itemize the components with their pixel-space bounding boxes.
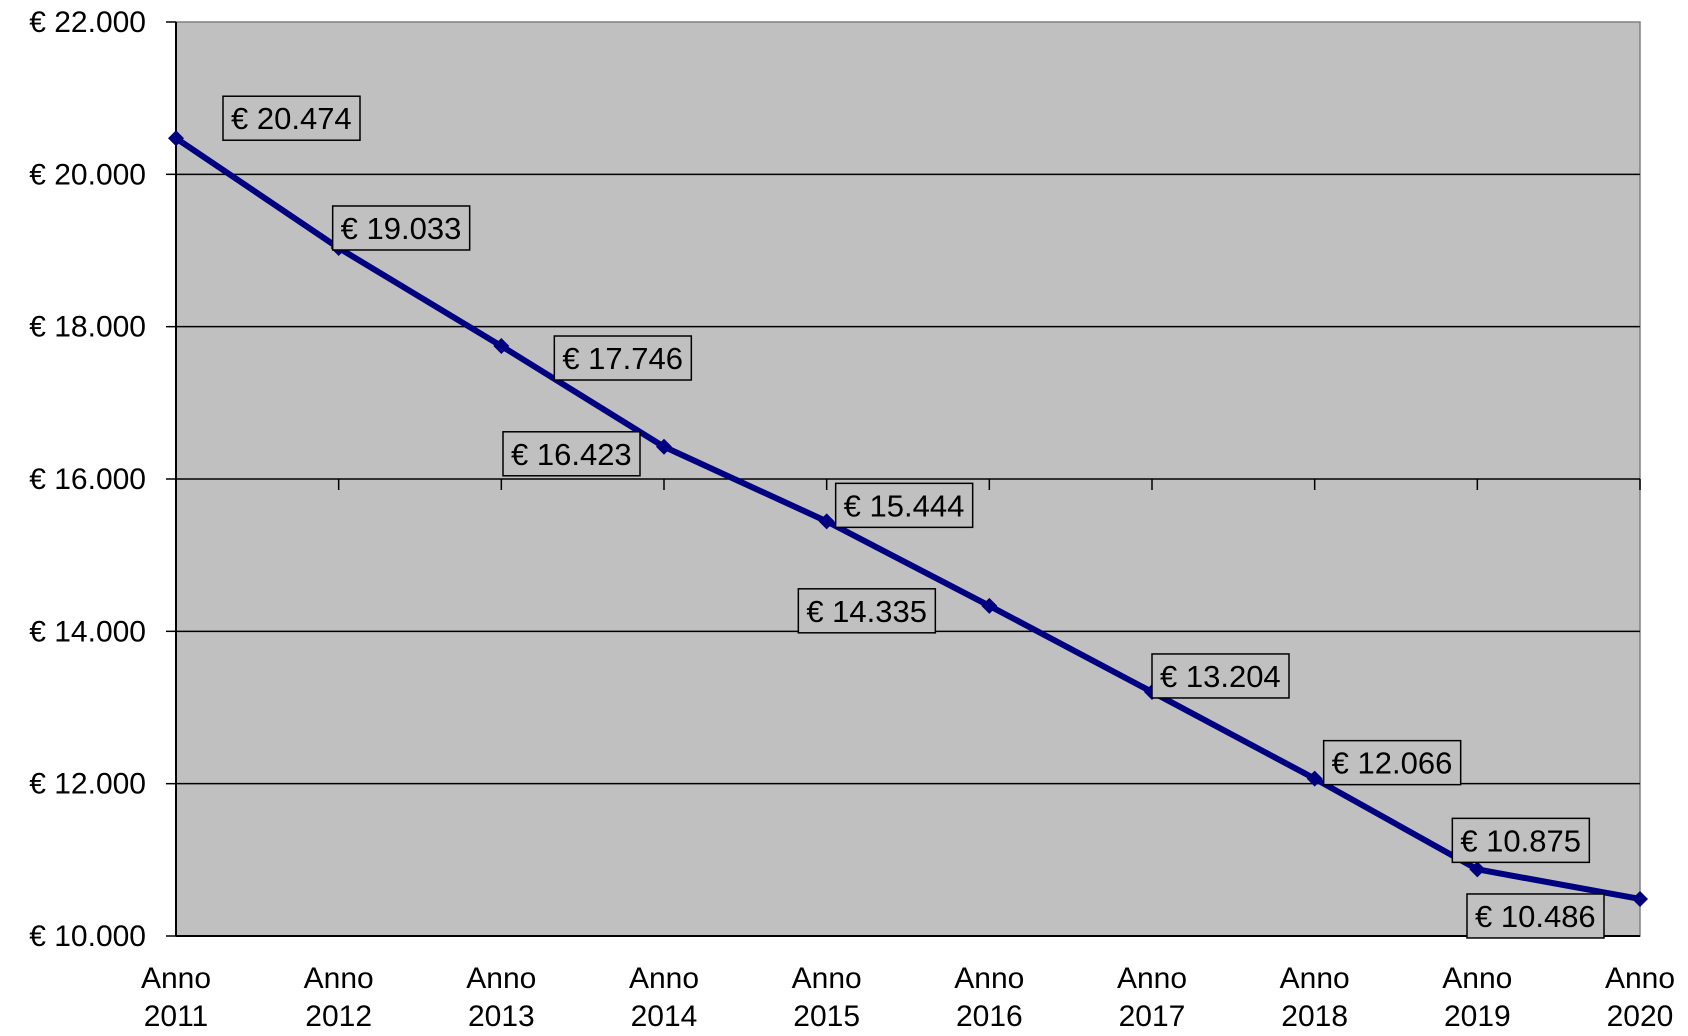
x-tick-label: Anno 2016 [954,962,1024,1031]
data-label-text: € 13.204 [1160,659,1281,694]
data-label-box [222,95,361,141]
data-label-text: € 14.335 [806,594,927,629]
x-tick-label: Anno 2014 [629,962,699,1031]
data-label-text: € 10.486 [1475,899,1596,934]
data-label-text: € 15.444 [844,488,965,523]
data-label: € 10.486 [1466,893,1605,939]
x-tick-label: Anno 2011 [141,962,211,1031]
data-label-box [1151,653,1290,699]
y-tick-label: € 14.000 [29,615,146,648]
y-tick-label: € 22.000 [29,6,146,39]
data-point-marker [493,338,510,355]
y-tick-label: € 16.000 [29,463,146,496]
y-tick-label: € 12.000 [29,768,146,801]
y-axis-tick-labels: € 10.000 € 12.000 € 14.000 € 16.000 € 18.000… [29,6,176,953]
x-axis-tick-labels: Anno 2011 Anno 2012 Anno 2013 Anno 2014 Anno 2015… [141,479,1675,1033]
data-label: € 12.066 [1322,739,1462,786]
data-label: € 20.474 [222,95,361,141]
data-label: € 15.444 [834,482,974,529]
data-label: € 19.033 [331,205,471,251]
data-point-marker [656,438,672,455]
data-point-marker [1306,770,1323,787]
data-label-box [1466,893,1605,939]
data-label-text: € 19.033 [341,211,462,246]
data-label: € 10.875 [1451,817,1591,864]
data-label: € 17.746 [553,335,693,381]
data-label-box [1451,817,1591,864]
data-point-marker [168,130,184,147]
data-point-marker [1469,861,1486,878]
data-label-text: € 16.423 [511,437,632,472]
y-tick-label: € 18.000 [29,311,146,344]
data-point-marker [1632,890,1648,907]
data-label: € 16.423 [502,431,641,477]
data-label-text: € 20.474 [231,101,352,136]
data-label-box [331,205,471,251]
x-tick-label: Anno 2015 [792,962,862,1031]
data-label-text: € 17.746 [562,341,683,376]
data-label-box [553,335,693,381]
data-label-box [797,588,937,634]
data-label-box [834,482,974,529]
x-tick-label: Anno 2013 [466,962,536,1031]
data-labels: € 20.474 € 19.033 € 17.746 € 16.423 € 15.444… [222,95,1605,939]
data-point-marker [981,597,998,614]
data-label: € 13.204 [1151,653,1290,699]
y-tick-label: € 10.000 [29,920,146,953]
x-tick-label: Anno 2017 [1117,962,1187,1031]
data-point-marker [818,513,835,530]
data-label-box [502,431,641,477]
x-tick-label: Anno 2012 [304,962,374,1031]
data-label-box [1322,739,1462,786]
series-line [174,135,1641,902]
x-tick-label: Anno 2020 [1605,962,1675,1031]
data-label-text: € 10.875 [1460,823,1581,858]
y-tick-label: € 20.000 [29,158,146,191]
data-label-text: € 12.066 [1332,746,1453,781]
x-tick-label: Anno 2019 [1442,962,1512,1031]
x-tick-label: Anno 2018 [1280,962,1350,1031]
data-label: € 14.335 [797,588,937,634]
